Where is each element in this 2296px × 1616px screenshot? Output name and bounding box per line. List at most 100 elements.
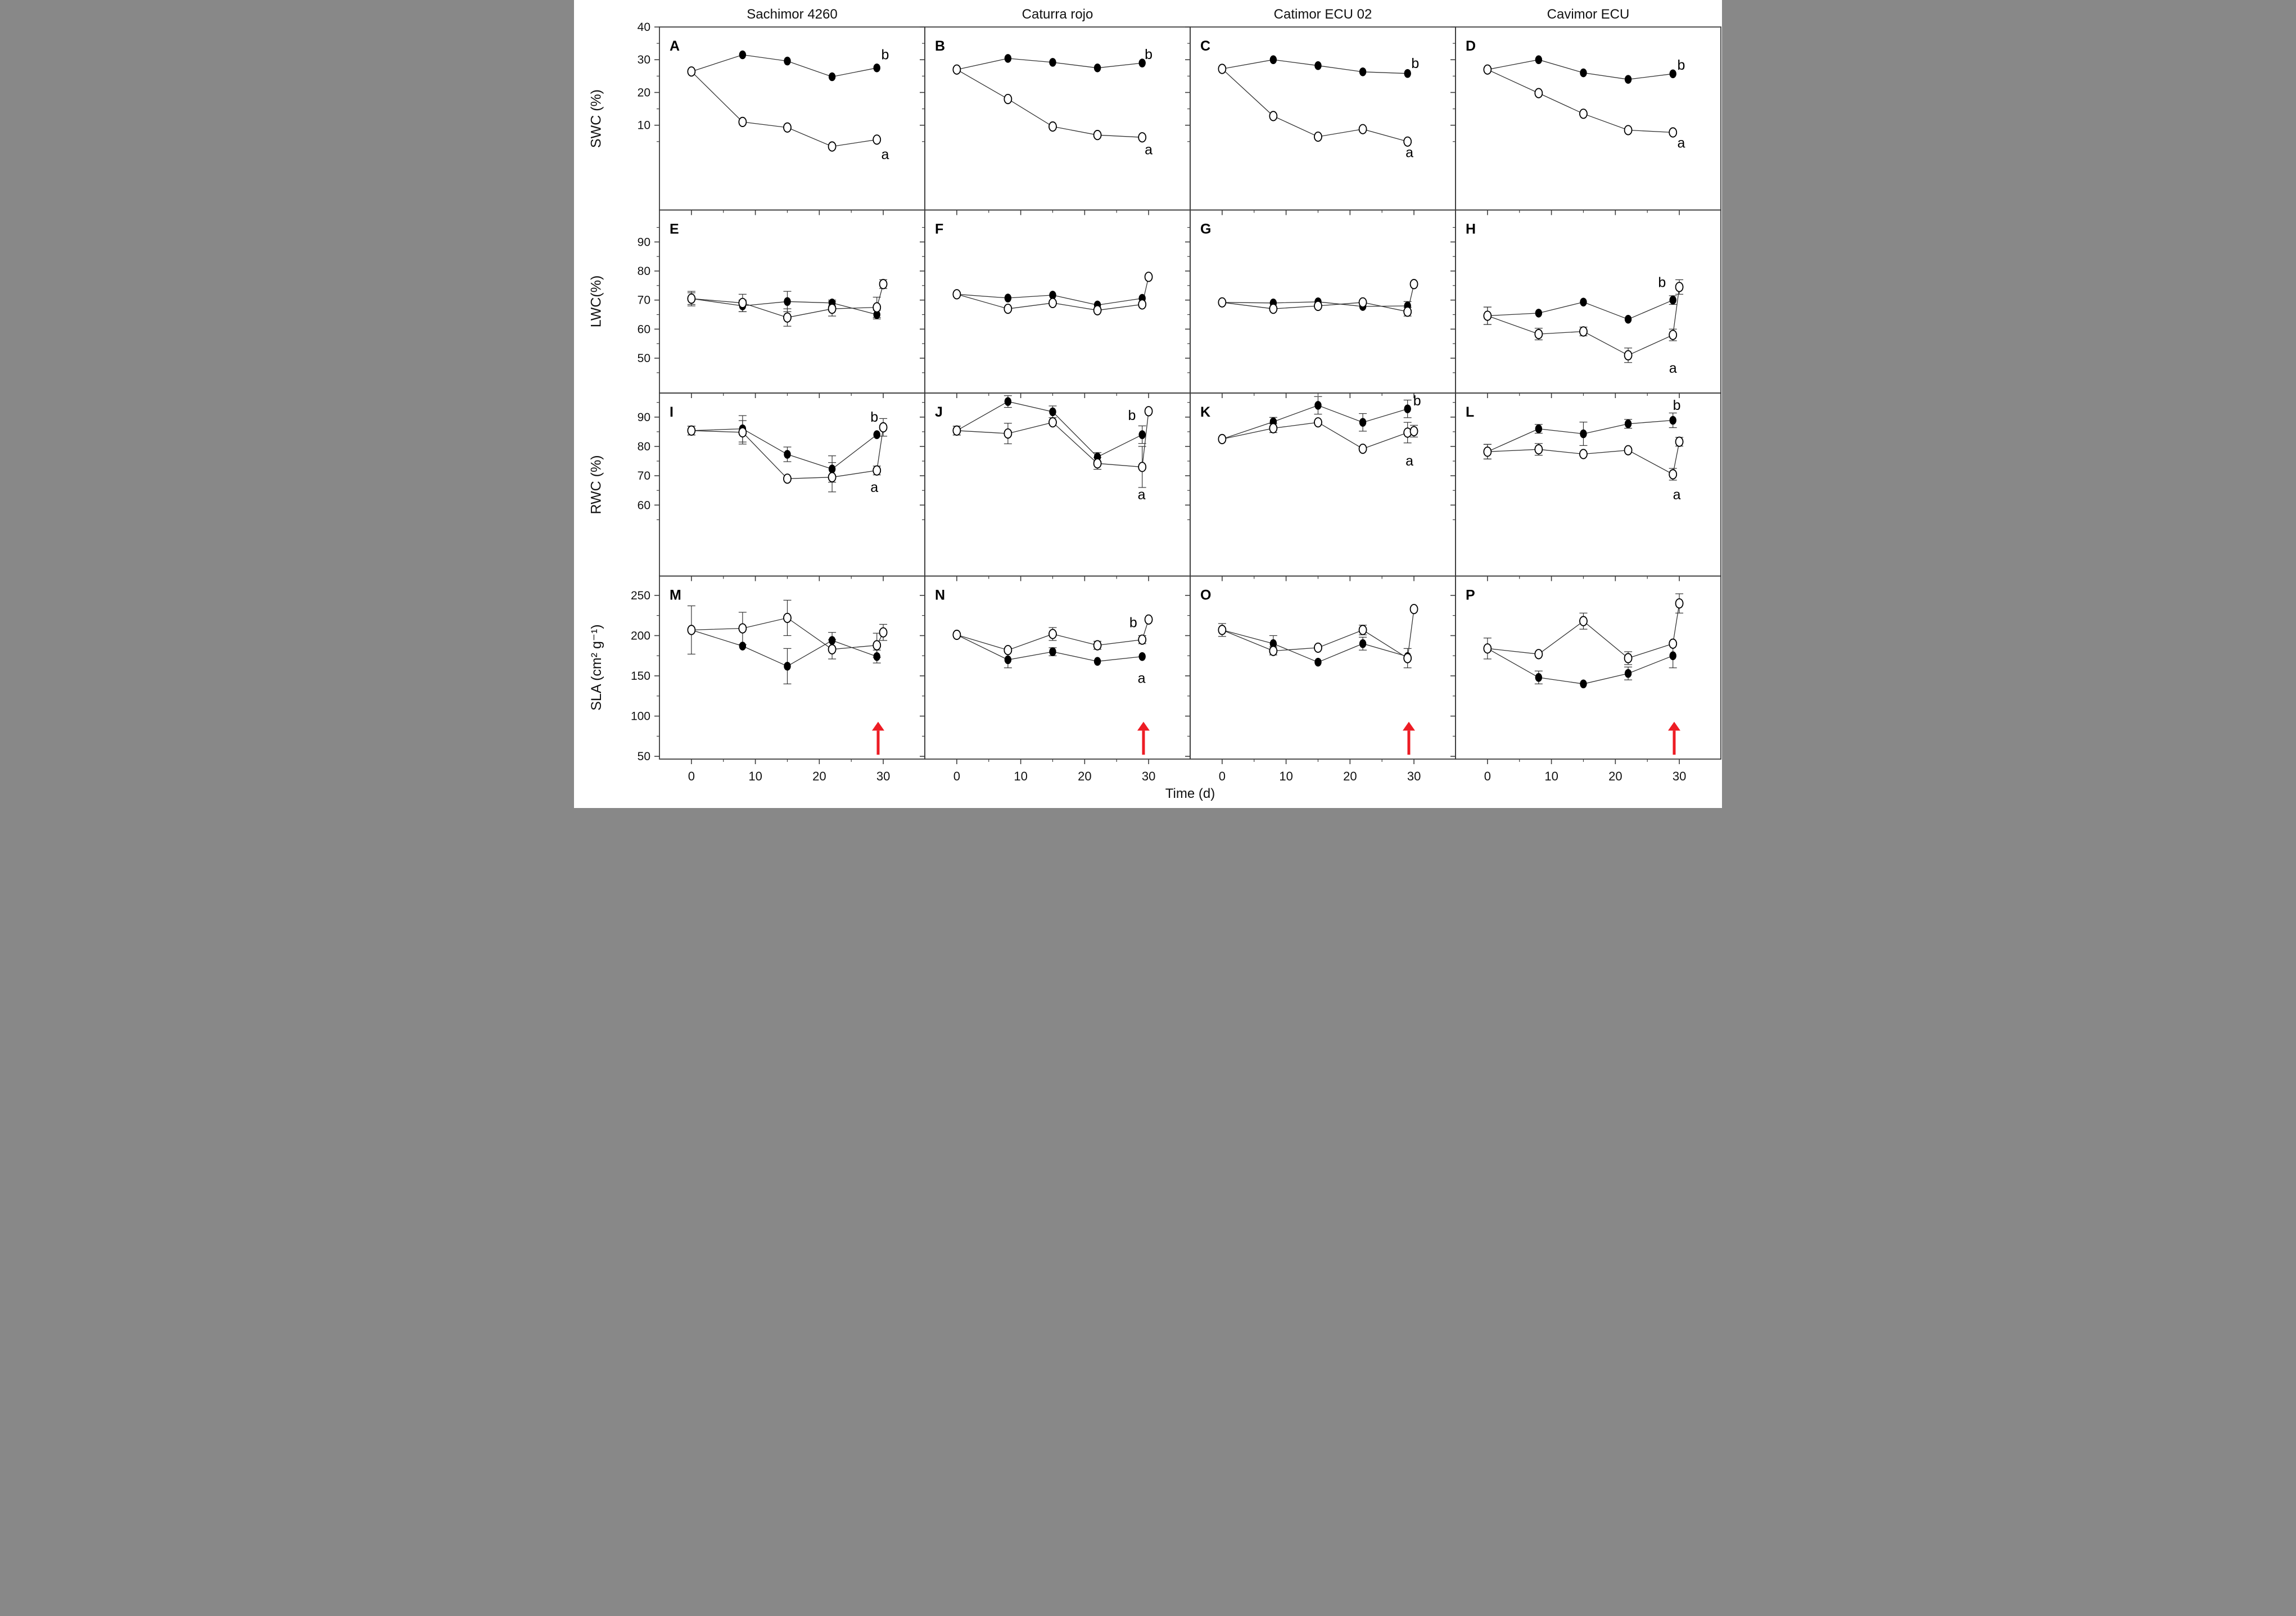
data-point-open <box>1675 282 1684 292</box>
panel-frame <box>1190 575 1456 760</box>
data-point-open <box>1483 64 1492 75</box>
panel-E: E <box>670 222 888 327</box>
series-line-open <box>956 411 1149 468</box>
data-point-filled <box>1359 418 1367 427</box>
data-point-open <box>1403 306 1412 317</box>
data-point-filled <box>873 430 880 439</box>
data-point-filled <box>1138 58 1146 67</box>
y-tick-label: 10 <box>638 119 650 132</box>
data-point-open <box>1004 428 1013 439</box>
data-point-open <box>1093 640 1102 651</box>
x-tick-label: 0 <box>953 769 960 783</box>
data-point-filled <box>1314 401 1322 410</box>
rewatering-arrow-head <box>1402 721 1415 731</box>
data-point-open <box>1004 94 1013 105</box>
panel-H: Hb a <box>1466 222 1684 376</box>
x-tick-label: 20 <box>1078 769 1091 783</box>
data-point-filled <box>1004 54 1012 63</box>
data-point-filled <box>1138 652 1146 661</box>
data-point-open <box>1483 446 1492 457</box>
data-point-open <box>952 629 961 640</box>
y-tick-label: 30 <box>638 53 650 66</box>
data-point-filled <box>1624 314 1632 324</box>
x-tick-label: 30 <box>1142 769 1155 783</box>
data-point-filled <box>1624 669 1632 678</box>
data-point-open <box>873 640 882 651</box>
y-tick-label: 60 <box>638 323 650 336</box>
y-tick-label: 70 <box>638 294 650 307</box>
data-point-open <box>1314 131 1322 142</box>
data-point-open <box>1358 124 1367 134</box>
data-point-filled <box>784 297 791 306</box>
data-point-open <box>1093 458 1102 469</box>
significance-letter-a: a <box>1678 136 1685 151</box>
data-point-open <box>873 134 882 145</box>
data-point-filled <box>1624 419 1632 428</box>
panel-frame <box>659 575 925 760</box>
data-point-open <box>1004 645 1013 656</box>
data-point-filled <box>1535 309 1543 318</box>
series-line-filled <box>1487 419 1673 452</box>
panel-K: Kb a <box>1200 393 1421 469</box>
rewatering-arrow-head <box>1667 721 1680 731</box>
panel-A: Ab a <box>670 38 889 162</box>
panel-frame <box>1455 392 1721 577</box>
panel-id-label: O <box>1200 588 1211 603</box>
series-line-filled <box>956 401 1142 458</box>
rewatering-arrow-head <box>1137 721 1150 731</box>
data-point-open <box>1669 469 1678 480</box>
x-tick-label: 10 <box>1279 769 1292 783</box>
y-tick-label: 90 <box>638 411 650 424</box>
data-point-open <box>879 627 888 638</box>
x-tick-label: 20 <box>812 769 826 783</box>
significance-letter-a: a <box>1673 487 1681 503</box>
series-line-filled <box>691 428 878 470</box>
y-tick-label: 250 <box>631 589 650 602</box>
series-line-open <box>691 71 877 147</box>
panel-G: G <box>1200 222 1418 317</box>
data-point-open <box>1624 653 1633 663</box>
data-point-filled <box>1404 69 1411 78</box>
data-point-open <box>1358 444 1367 454</box>
column-title-caturra: Caturra rojo <box>1022 7 1093 22</box>
data-point-filled <box>828 72 836 82</box>
panel-D: Db a <box>1466 38 1685 151</box>
panel-id-label: M <box>670 588 681 603</box>
significance-letter-a: a <box>1405 453 1413 469</box>
data-point-open <box>1218 297 1227 308</box>
data-point-open <box>1269 304 1278 314</box>
data-point-open <box>1483 643 1492 654</box>
y-tick-label: 70 <box>638 470 650 482</box>
data-point-open <box>1314 417 1322 428</box>
data-point-filled <box>784 56 791 66</box>
data-point-open <box>1579 616 1588 626</box>
significance-letter-b: b <box>1678 57 1685 73</box>
panel-M: M <box>670 588 888 755</box>
series-line-filled <box>1487 59 1673 80</box>
data-point-open <box>1669 329 1678 340</box>
data-point-open <box>828 644 837 654</box>
data-point-open <box>1269 111 1278 121</box>
y-tick-label: 50 <box>638 750 650 763</box>
data-point-open <box>687 425 696 436</box>
data-point-open <box>687 66 696 77</box>
y-tick-label: 20 <box>638 86 650 99</box>
data-point-open <box>1218 625 1227 635</box>
x-tick-label: 10 <box>1014 769 1027 783</box>
data-point-open <box>879 422 888 433</box>
significance-letter-b: b <box>1129 615 1137 631</box>
significance-letter-a: a <box>1669 360 1677 376</box>
data-point-filled <box>1269 639 1277 648</box>
series-line-open <box>1487 441 1680 475</box>
series-line-open <box>1487 287 1680 356</box>
series-line-filled <box>956 634 1142 662</box>
significance-letter-b: b <box>882 47 889 62</box>
data-point-open <box>1269 646 1278 656</box>
data-point-open <box>1004 304 1013 314</box>
data-point-open <box>1269 423 1278 434</box>
x-tick-label: 10 <box>748 769 762 783</box>
data-point-filled <box>1404 404 1411 413</box>
y-axis-label-sla: SLA (cm² g⁻¹) <box>589 624 604 711</box>
data-point-open <box>1138 462 1147 472</box>
data-point-open <box>1314 642 1322 653</box>
